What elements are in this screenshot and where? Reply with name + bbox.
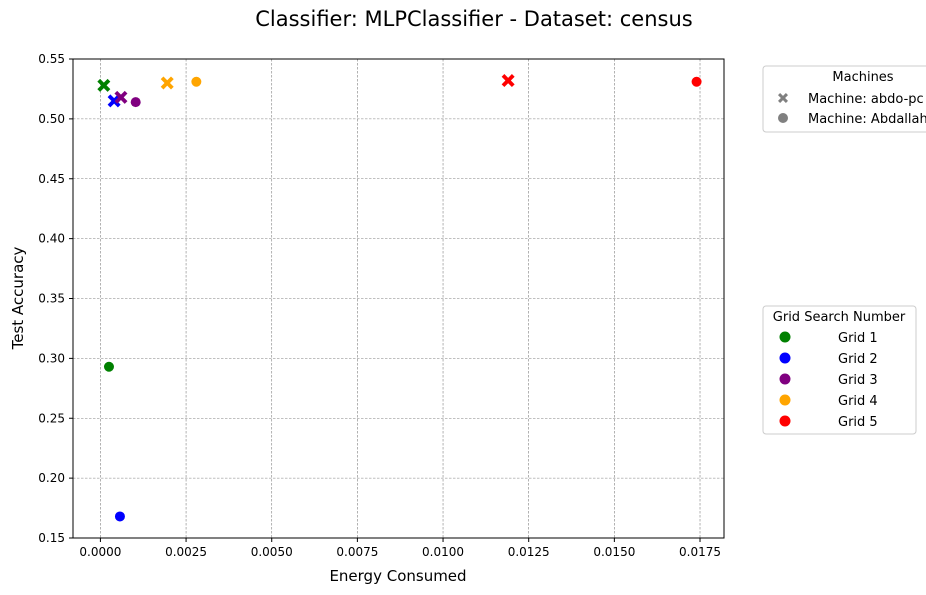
machines-legend-entries: Machine: abdo-pc Machine: Abdallah [778,92,926,127]
x-axis-label: Energy Consumed [329,567,466,585]
data-point-circle-marker [114,511,125,522]
grid-search-legend-label: Grid 3 [838,373,878,388]
y-tick-label: 0.35 [38,292,65,306]
plot-frame [72,58,725,539]
y-tick-label: 0.55 [38,52,65,66]
legend-circle-marker-icon [778,113,788,123]
data-point-circle-marker [691,76,702,87]
y-tick-label: 0.45 [38,172,65,186]
machines-legend-title: Machines [832,70,893,85]
machines-legend: Machines Machine: abdo-pc Machine: Abdall… [762,65,926,133]
data-point-x-marker [114,90,128,104]
chart-title: Classifier: MLPClassifier - Dataset: cen… [255,7,692,31]
x-tick-label: 0.0100 [422,545,464,559]
data-point-x-marker [501,74,515,88]
legend-color-swatch-icon [779,352,791,364]
legend-color-swatch-icon [779,415,791,427]
y-tick-label: 0.50 [38,112,65,126]
machines-legend-label: Machine: abdo-pc [808,92,924,107]
legend-color-swatch-icon [779,331,791,343]
grid-search-legend-title: Grid Search Number [773,310,906,325]
data-point-circle-marker [103,361,114,372]
data-point-x-marker [160,76,174,90]
x-tick-label: 0.0000 [79,545,121,559]
legend-color-swatch-icon [779,394,791,406]
machines-legend-label: Machine: Abdallah [808,112,926,127]
y-tick-label: 0.25 [38,411,65,425]
machines-legend-frame [762,65,926,133]
grid-search-legend-label: Grid 1 [838,331,878,346]
grid-search-legend-label: Grid 5 [838,415,878,430]
data-point-circle-marker [191,76,202,87]
y-axis-label: Test Accuracy [9,246,27,350]
x-tick-label: 0.0150 [593,545,635,559]
y-tick-label: 0.15 [38,531,65,545]
y-tick-label: 0.30 [38,351,65,365]
x-tick-label: 0.0025 [165,545,207,559]
y-tick-label: 0.40 [38,232,65,246]
x-axis-ticks: 0.0000 0.0025 0.0050 0.0075 0.0100 0.0125 0.01… [79,538,721,559]
x-tick-label: 0.0175 [679,545,721,559]
x-tick-label: 0.0075 [336,545,378,559]
grid-search-legend-label: Grid 4 [838,394,878,409]
data-point-x-marker [107,94,121,108]
grid-search-legend-label: Grid 2 [838,352,878,367]
grid-search-legend-entries: Grid 1 Grid 2 Grid 3 Grid 4 Grid 5 [779,331,878,430]
legend-x-marker-icon [778,93,788,103]
data-point-circle-marker [130,97,141,108]
y-tick-label: 0.20 [38,471,65,485]
data-point-x-marker [97,78,111,92]
x-tick-label: 0.0050 [251,545,293,559]
legend-color-swatch-icon [779,373,791,385]
x-tick-label: 0.0125 [508,545,550,559]
y-axis-ticks: 0.15 0.20 0.25 0.30 0.35 0.40 0.45 0.50 0.55 [38,52,73,545]
data-points [97,74,702,522]
grid-search-legend-frame [762,305,917,435]
